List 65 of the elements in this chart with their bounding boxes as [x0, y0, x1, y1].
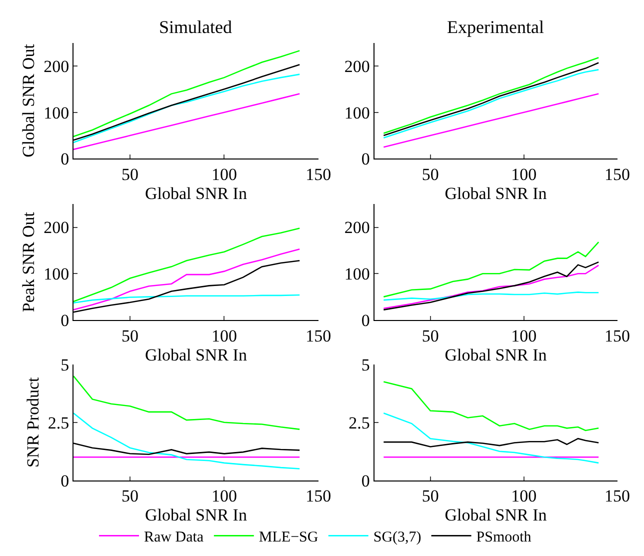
line-series: [382, 292, 600, 301]
x-tick-label: 150: [604, 486, 630, 506]
x-tick-label: 50: [122, 326, 139, 346]
y-tick-label: 100: [44, 103, 70, 122]
line-series: [73, 412, 300, 470]
y-axis-title: SNR Product: [23, 377, 42, 468]
legend-label: Raw Data: [144, 530, 204, 546]
line-series: [73, 50, 300, 138]
x-axis-title: Global SNR In: [444, 506, 548, 525]
y-tick-label: 0: [361, 150, 370, 169]
x-tick-label: 150: [306, 326, 332, 346]
y-axis-title: Global SNR Out: [19, 44, 38, 158]
line-series: [73, 248, 300, 310]
x-axis-title: Global SNR In: [144, 506, 248, 525]
x-tick-label: 100: [211, 326, 237, 346]
x-tick-label: 100: [511, 486, 537, 506]
y-tick-label: 0: [361, 471, 370, 490]
x-tick-label: 100: [211, 486, 237, 506]
x-tick-label: 150: [306, 165, 332, 184]
chart-title: Simulated: [159, 17, 232, 37]
y-tick-label: 0: [60, 310, 70, 330]
x-axis-title: Global SNR In: [144, 345, 248, 364]
y-tick-label: 2.5: [48, 413, 70, 432]
line-series: [382, 412, 600, 464]
x-tick-label: 100: [511, 165, 537, 184]
y-tick-label: 2.5: [348, 413, 370, 432]
x-tick-label: 50: [422, 165, 439, 184]
y-tick-label: 100: [44, 264, 70, 284]
legend-label: PSmooth: [476, 530, 532, 546]
legend-label: SG(3,7): [373, 530, 422, 546]
y-tick-label: 200: [344, 56, 370, 76]
line-series: [73, 294, 300, 304]
y-tick-label: 0: [60, 471, 70, 490]
x-tick-label: 50: [122, 165, 139, 184]
y-tick-label: 200: [44, 218, 70, 238]
line-series: [382, 438, 600, 448]
x-tick-label: 150: [306, 486, 332, 506]
x-tick-label: 50: [122, 486, 139, 506]
y-tick-label: 100: [344, 264, 370, 284]
x-tick-label: 100: [511, 326, 537, 346]
y-tick-label: 200: [44, 56, 70, 76]
x-tick-label: 150: [604, 165, 630, 184]
line-series: [73, 74, 300, 144]
x-tick-label: 50: [422, 326, 439, 346]
line-series: [73, 375, 300, 430]
y-tick-label: 5: [361, 355, 370, 374]
x-axis-title: Global SNR In: [144, 184, 248, 204]
legend-label: MLE−SG: [258, 530, 318, 546]
y-axis-title: Peak SNR Out: [19, 212, 38, 312]
x-axis-title: Global SNR In: [444, 345, 548, 364]
line-series: [382, 241, 600, 298]
y-tick-label: 0: [60, 150, 70, 169]
line-series: [382, 93, 600, 148]
y-tick-label: 0: [361, 310, 370, 330]
line-series: [382, 381, 600, 432]
x-axis-title: Global SNR In: [444, 184, 548, 204]
chart-title: Experimental: [447, 17, 544, 37]
y-tick-label: 100: [344, 103, 370, 122]
x-tick-label: 50: [422, 486, 439, 506]
x-tick-label: 100: [211, 165, 237, 184]
x-tick-label: 150: [604, 326, 630, 346]
y-tick-label: 5: [60, 355, 70, 374]
y-tick-label: 200: [344, 218, 370, 238]
line-series: [73, 93, 300, 150]
line-series: [73, 228, 300, 302]
